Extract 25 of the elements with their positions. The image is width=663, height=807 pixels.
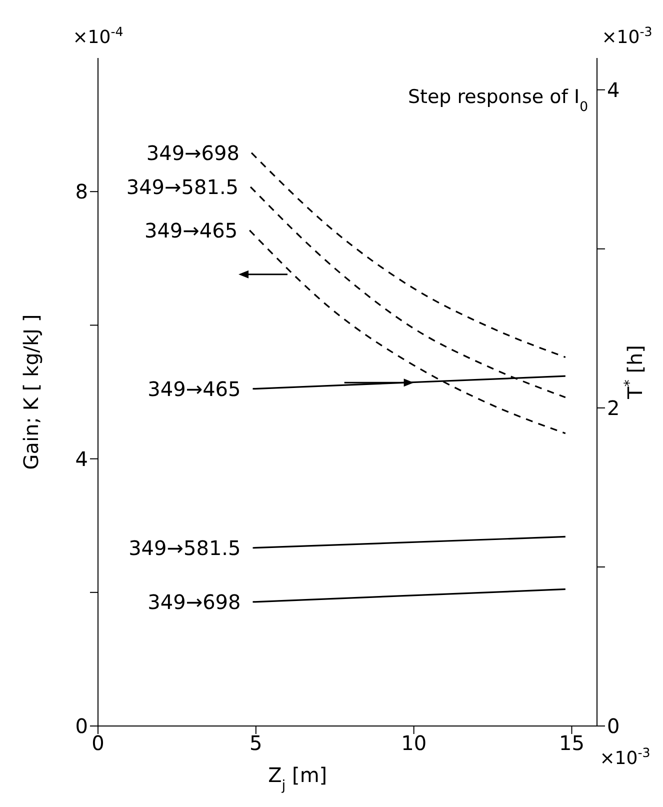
y-axis-title: Gain; K [ kg/kJ ] bbox=[19, 314, 43, 470]
y-tick-label: 0 bbox=[75, 714, 88, 738]
series-label: 349→465 bbox=[148, 376, 241, 401]
y2-tick-label: 2 bbox=[607, 396, 620, 420]
text: ×10$^{-3}$ bbox=[600, 744, 650, 769]
x-tick-label: 15 bbox=[559, 731, 584, 756]
line-series bbox=[248, 230, 566, 434]
x-axis-title: Z$_{j}$ [m] bbox=[268, 763, 328, 794]
series-label: 349→698 bbox=[148, 590, 241, 614]
y2-tick-label: 0 bbox=[607, 714, 620, 738]
x-tick-label: 10 bbox=[401, 731, 427, 756]
x-tick-label: 0 bbox=[92, 731, 104, 756]
series-label: 349→698 bbox=[146, 140, 240, 165]
line-series bbox=[250, 186, 566, 398]
text: ×10$^{-3}$ bbox=[602, 24, 652, 48]
series-label: 349→581.5 bbox=[126, 174, 239, 199]
line-series bbox=[250, 152, 566, 358]
series-label: 349→465 bbox=[144, 218, 238, 242]
y-tick-label: 4 bbox=[75, 446, 88, 471]
series-label: 349→581.5 bbox=[128, 536, 241, 560]
text: ×10$^{-4}$ bbox=[72, 24, 124, 48]
x-tick-label: 5 bbox=[250, 731, 262, 756]
y2-tick-label: 4 bbox=[607, 78, 620, 102]
annotation: Step response of I$_{0}$ bbox=[408, 86, 588, 114]
y-tick-label: 8 bbox=[75, 180, 88, 204]
